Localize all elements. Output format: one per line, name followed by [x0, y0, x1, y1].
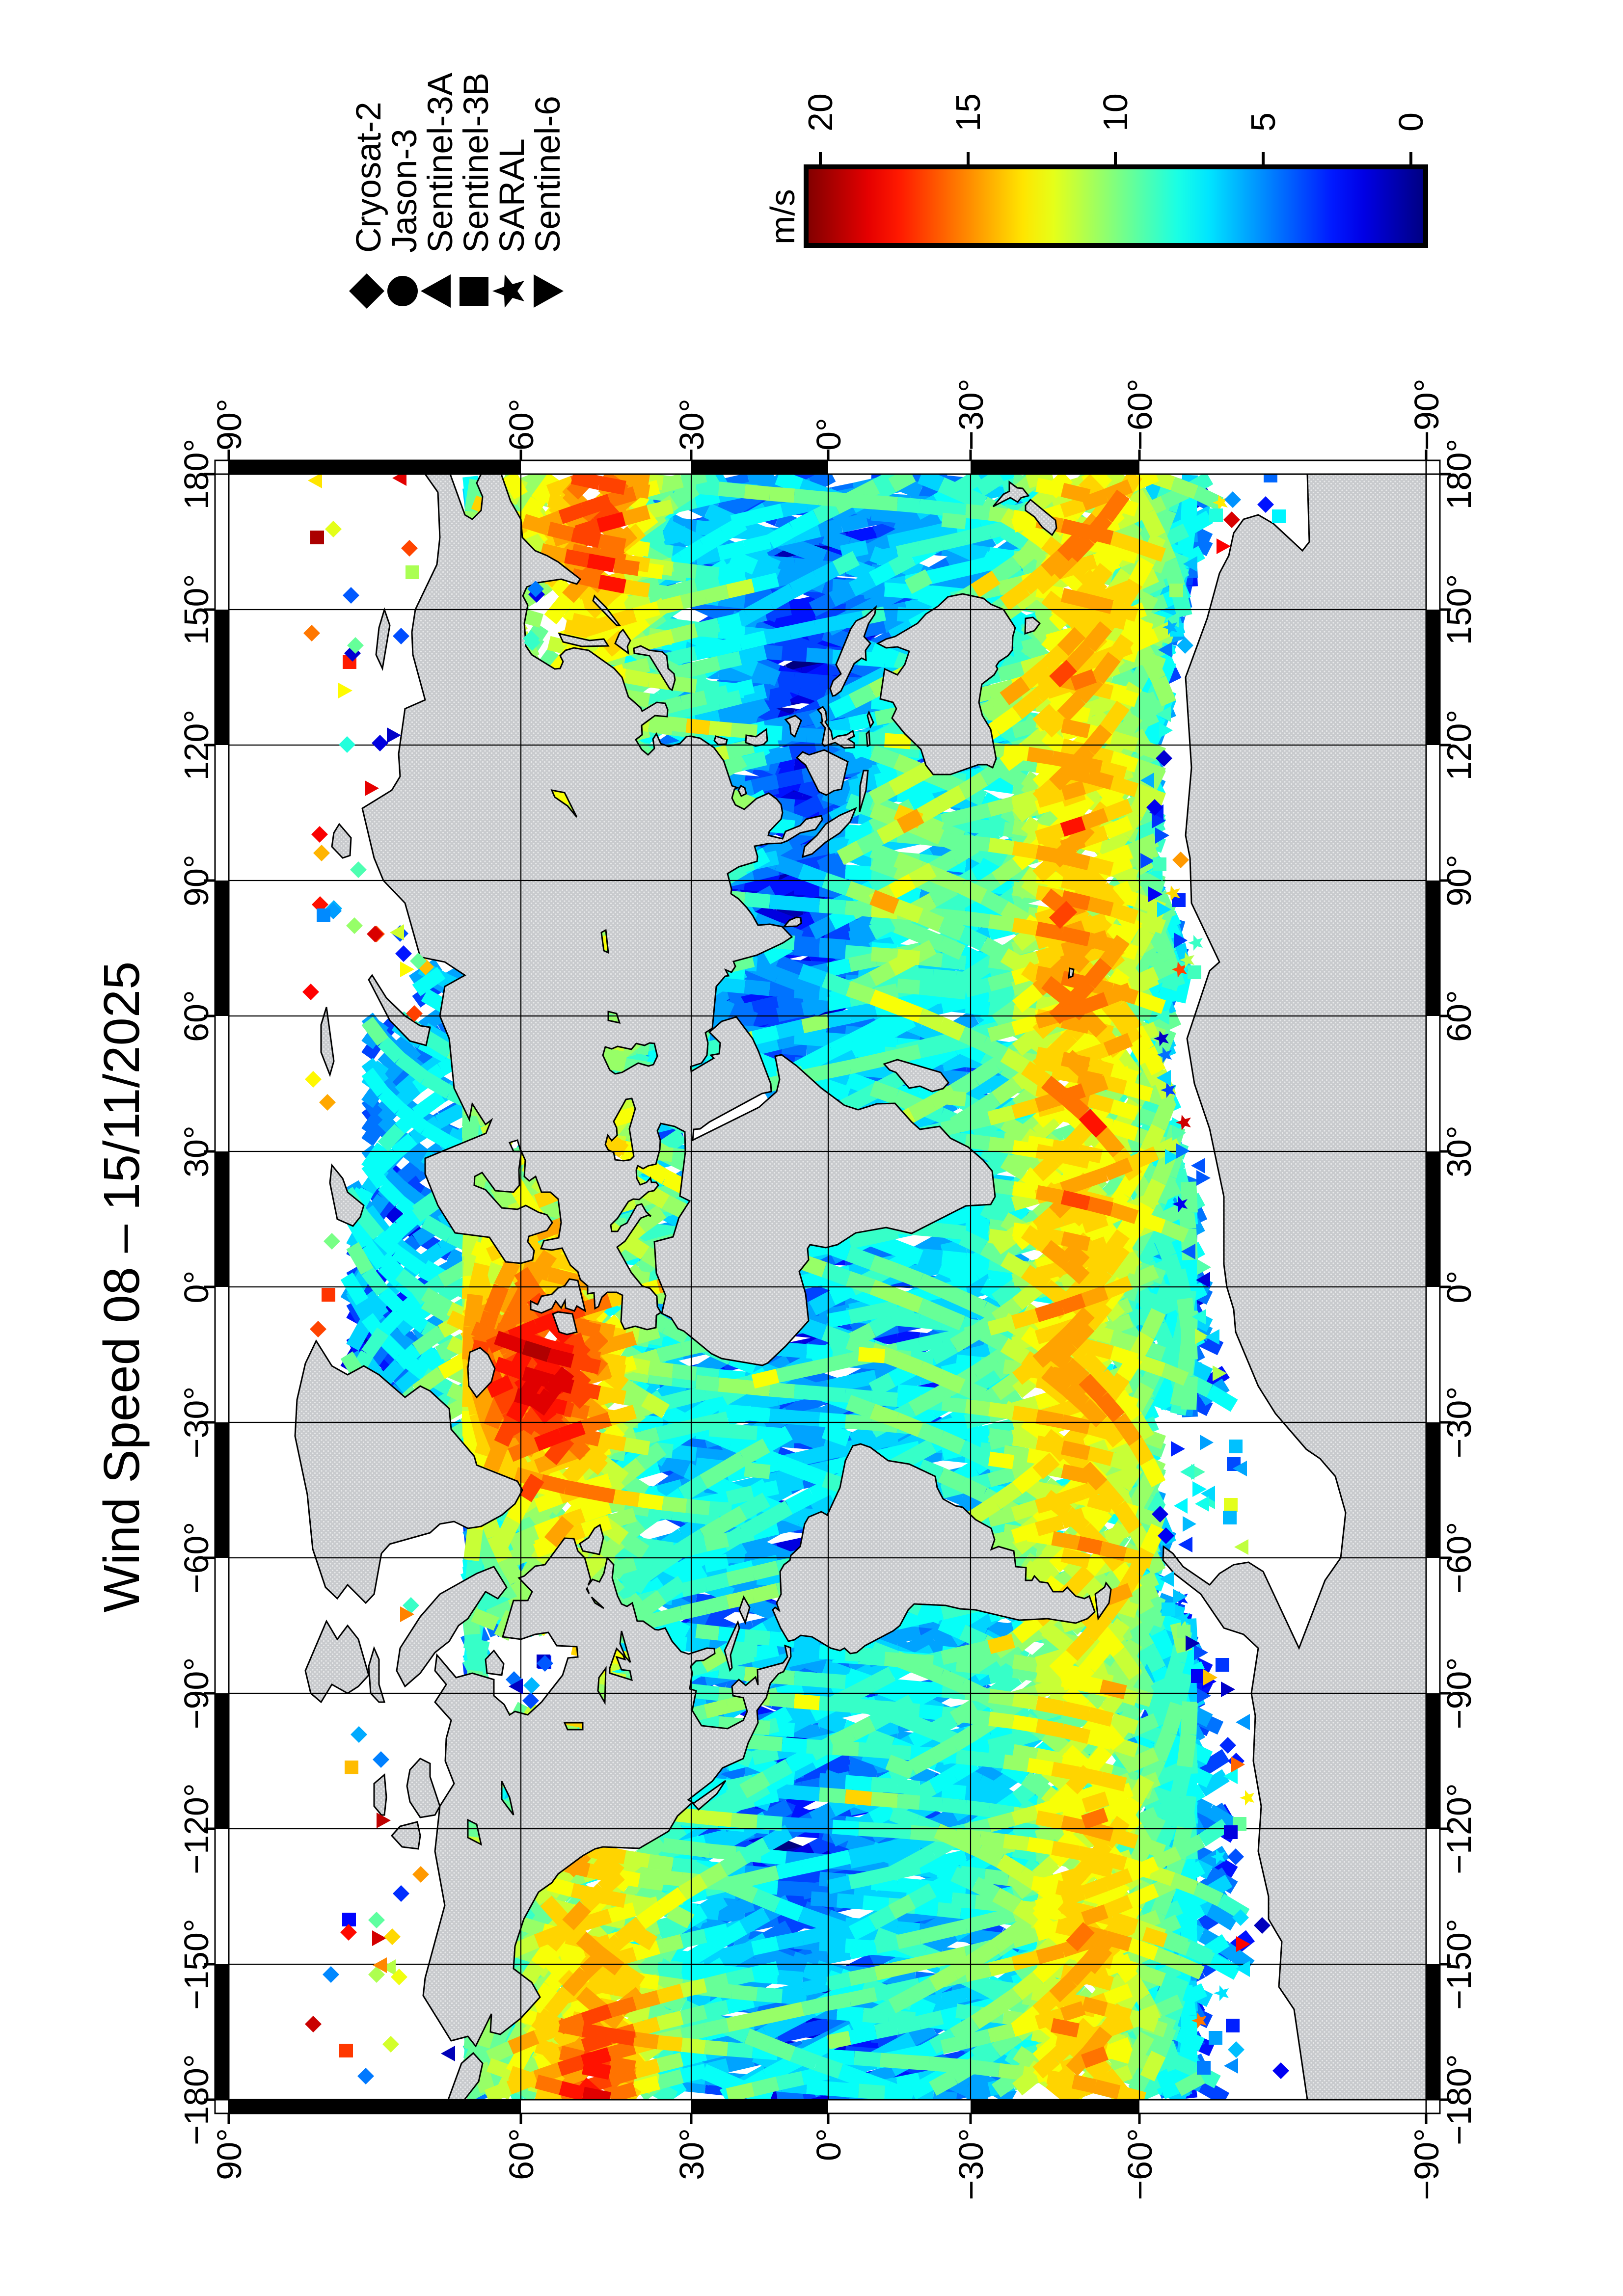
svg-text:30°: 30°: [1440, 1125, 1478, 1177]
svg-text:−150°: −150°: [1440, 1919, 1478, 2010]
svg-text:−180°: −180°: [177, 2054, 216, 2145]
svg-text:90°: 90°: [210, 399, 248, 451]
svg-text:SARAL: SARAL: [493, 138, 532, 253]
svg-text:60°: 60°: [502, 2128, 541, 2180]
svg-text:−60°: −60°: [1121, 2128, 1159, 2200]
svg-text:Sentinel-6: Sentinel-6: [529, 96, 568, 253]
svg-text:60°: 60°: [177, 990, 216, 1042]
svg-text:180°: 180°: [177, 439, 216, 510]
svg-text:90°: 90°: [1440, 854, 1478, 907]
svg-text:120°: 120°: [1440, 710, 1478, 781]
svg-text:150°: 150°: [1440, 574, 1478, 645]
svg-text:90°: 90°: [210, 2128, 248, 2180]
svg-text:0°: 0°: [810, 2128, 848, 2161]
svg-text:−90°: −90°: [1440, 1657, 1478, 1730]
svg-text:−150°: −150°: [177, 1919, 216, 2010]
svg-text:30°: 30°: [673, 2128, 711, 2180]
svg-text:5: 5: [1244, 112, 1282, 132]
svg-text:0: 0: [1392, 112, 1430, 132]
svg-text:−180°: −180°: [1440, 2054, 1478, 2145]
svg-text:180°: 180°: [1440, 439, 1478, 510]
svg-text:150°: 150°: [177, 574, 216, 645]
svg-text:90°: 90°: [177, 854, 216, 907]
svg-text:60°: 60°: [502, 399, 541, 451]
svg-text:120°: 120°: [177, 710, 216, 781]
svg-text:−90°: −90°: [1407, 378, 1446, 451]
svg-text:Cryosat-2: Cryosat-2: [350, 102, 388, 253]
svg-text:10: 10: [1096, 93, 1135, 132]
svg-text:0°: 0°: [810, 418, 848, 451]
svg-text:Wind Speed 08 – 15/11/2025: Wind Speed 08 – 15/11/2025: [93, 961, 150, 1613]
svg-text:−120°: −120°: [177, 1783, 216, 1874]
svg-text:Sentinel-3B: Sentinel-3B: [457, 73, 496, 253]
svg-text:−60°: −60°: [1121, 378, 1159, 451]
svg-text:−60°: −60°: [1440, 1522, 1478, 1594]
svg-text:30°: 30°: [673, 399, 711, 451]
svg-text:−30°: −30°: [952, 2128, 990, 2200]
svg-text:−90°: −90°: [1407, 2128, 1446, 2200]
svg-text:15: 15: [949, 93, 987, 132]
svg-text:Jason-3: Jason-3: [385, 129, 424, 253]
svg-text:−60°: −60°: [177, 1522, 216, 1594]
svg-text:−30°: −30°: [177, 1387, 216, 1459]
svg-text:20: 20: [801, 93, 839, 132]
svg-text:0°: 0°: [177, 1271, 216, 1304]
svg-text:−90°: −90°: [177, 1657, 216, 1730]
svg-text:Sentinel-3A: Sentinel-3A: [421, 72, 460, 253]
svg-text:−30°: −30°: [1440, 1387, 1478, 1459]
svg-text:m/s: m/s: [763, 189, 802, 244]
svg-text:−120°: −120°: [1440, 1783, 1478, 1874]
svg-text:60°: 60°: [1440, 990, 1478, 1042]
svg-text:30°: 30°: [177, 1125, 216, 1177]
svg-text:−30°: −30°: [952, 378, 990, 451]
svg-text:0°: 0°: [1440, 1271, 1478, 1304]
